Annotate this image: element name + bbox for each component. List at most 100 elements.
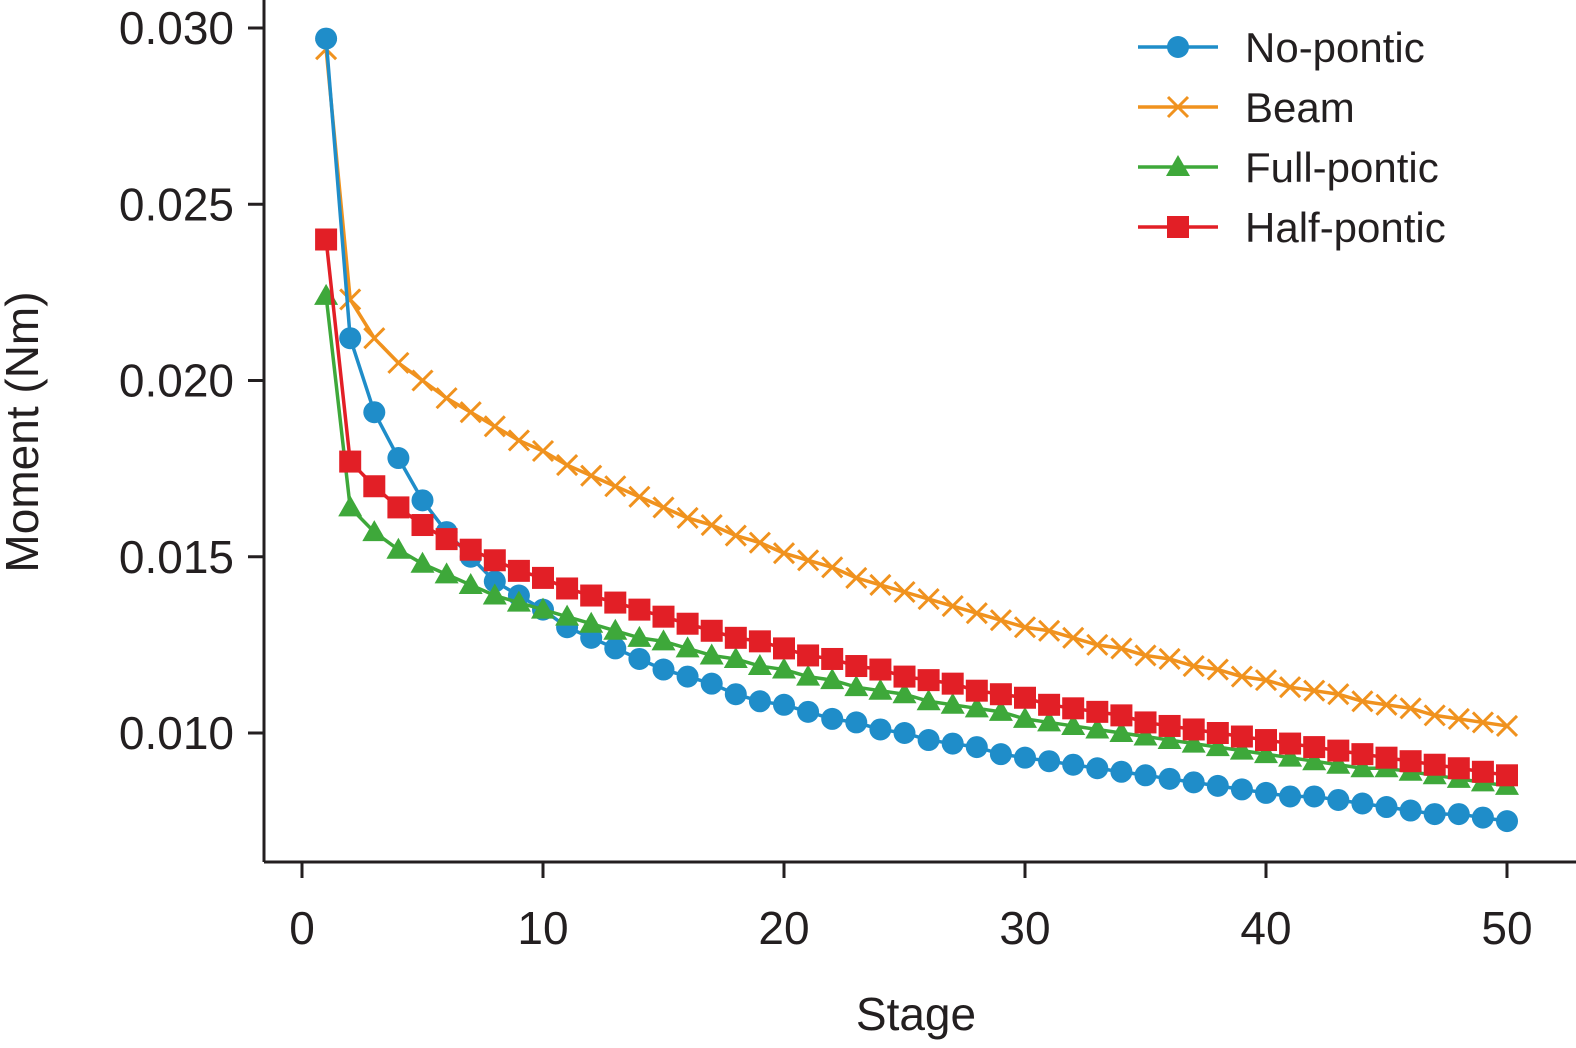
data-point-beam — [797, 549, 820, 572]
data-point-beam — [1206, 658, 1229, 681]
data-point-no-pontic — [1303, 785, 1326, 808]
data-point-half-pontic — [1158, 714, 1181, 737]
data-point-full-pontic — [1326, 752, 1351, 774]
series-beam — [315, 38, 1519, 738]
legend-marker-beam — [1166, 95, 1190, 119]
data-point-full-pontic — [579, 611, 604, 633]
data-point-no-pontic — [1496, 810, 1518, 833]
data-point-beam — [483, 415, 506, 438]
data-point-beam — [1158, 647, 1181, 671]
data-point-no-pontic — [1230, 778, 1253, 801]
data-point-beam — [363, 327, 386, 350]
y-tick-label: 0.030 — [119, 2, 234, 54]
data-point-no-pontic — [1351, 792, 1374, 815]
data-point-no-pontic — [315, 27, 338, 50]
data-point-full-pontic — [603, 618, 628, 640]
data-point-full-pontic — [892, 682, 917, 704]
data-point-half-pontic — [773, 637, 795, 660]
legend: No-pontic Beam Full-pontic Half-pontic — [1138, 24, 1446, 251]
data-point-half-pontic — [1182, 718, 1205, 741]
data-point-beam — [893, 580, 916, 604]
data-point-half-pontic — [797, 644, 820, 667]
data-point-full-pontic — [458, 572, 483, 594]
data-point-beam — [700, 513, 723, 537]
series-line-beam — [324, 48, 1508, 728]
x-tick-label: 50 — [1481, 902, 1532, 954]
data-point-half-pontic — [580, 584, 603, 607]
y-tick-label: 0.025 — [119, 178, 234, 230]
data-point-full-pontic — [868, 678, 893, 700]
series-line-full-pontic — [324, 295, 1508, 788]
data-point-half-pontic — [556, 577, 579, 600]
data-point-full-pontic — [820, 668, 845, 690]
data-point-half-pontic — [507, 559, 530, 582]
data-point-half-pontic — [821, 647, 844, 670]
data-point-beam — [989, 609, 1012, 632]
data-point-no-pontic — [989, 743, 1012, 766]
data-point-beam — [628, 485, 651, 508]
data-point-half-pontic — [869, 658, 892, 681]
data-point-no-pontic — [1014, 746, 1036, 769]
data-point-half-pontic — [1206, 722, 1229, 744]
data-point-no-pontic — [483, 570, 506, 593]
data-point-beam — [676, 506, 699, 530]
data-point-half-pontic — [965, 679, 988, 702]
x-ticks: 0 10 20 30 40 50 — [289, 862, 1533, 954]
data-point-beam — [1471, 711, 1494, 734]
data-point-full-pontic — [1302, 749, 1327, 771]
data-point-half-pontic — [652, 605, 675, 628]
data-point-half-pontic — [459, 538, 482, 561]
y-tick-label: 0.015 — [119, 531, 234, 583]
data-point-half-pontic — [435, 528, 458, 551]
data-point-full-pontic — [723, 646, 748, 668]
data-point-no-pontic — [363, 401, 386, 424]
data-point-full-pontic — [747, 654, 772, 676]
data-point-half-pontic — [917, 669, 940, 692]
data-point-no-pontic — [917, 729, 940, 752]
data-point-half-pontic — [1399, 750, 1422, 773]
data-point-full-pontic — [1085, 717, 1110, 739]
series-no-pontic — [315, 27, 1518, 833]
data-point-half-pontic — [1351, 743, 1374, 766]
data-point-full-pontic — [796, 664, 821, 686]
data-point-beam — [1423, 704, 1446, 727]
data-point-beam — [435, 387, 458, 410]
data-point-beam — [1303, 679, 1326, 702]
data-point-full-pontic — [1037, 710, 1062, 732]
data-point-no-pontic — [1447, 803, 1470, 826]
data-point-no-pontic — [411, 489, 434, 512]
data-point-full-pontic — [627, 625, 652, 647]
data-point-beam — [1254, 669, 1278, 692]
data-point-half-pontic — [724, 626, 747, 649]
data-point-no-pontic — [700, 672, 723, 695]
data-point-half-pontic — [1279, 732, 1302, 755]
data-point-full-pontic — [1278, 745, 1303, 767]
data-point-full-pontic — [1157, 728, 1182, 750]
data-point-no-pontic — [652, 658, 675, 681]
data-point-beam — [387, 351, 410, 374]
data-point-half-pontic — [1062, 697, 1085, 720]
y-tick-label: 0.010 — [119, 707, 234, 759]
data-point-half-pontic — [628, 598, 651, 621]
data-point-beam — [1062, 626, 1085, 649]
x-tick-label: 20 — [758, 902, 809, 954]
data-point-no-pontic — [724, 683, 747, 706]
data-point-no-pontic — [628, 647, 651, 670]
data-point-beam — [1495, 714, 1519, 738]
legend-marker-no-pontic — [1167, 36, 1189, 58]
data-point-full-pontic — [940, 692, 965, 714]
data-point-beam — [1375, 693, 1398, 716]
data-point-full-pontic — [555, 604, 580, 626]
legend-item-full-pontic: Full-pontic — [1138, 144, 1439, 191]
data-point-no-pontic — [604, 637, 627, 660]
data-point-beam — [339, 288, 362, 311]
data-point-full-pontic — [699, 643, 724, 665]
legend-marker-full-pontic — [1166, 155, 1190, 176]
data-point-beam — [1279, 676, 1302, 699]
data-point-beam — [1327, 683, 1350, 706]
series-line-half-pontic — [324, 239, 1508, 778]
data-point-half-pontic — [989, 683, 1012, 706]
legend-label-no-pontic: No-pontic — [1245, 24, 1425, 71]
data-point-beam — [748, 531, 771, 554]
